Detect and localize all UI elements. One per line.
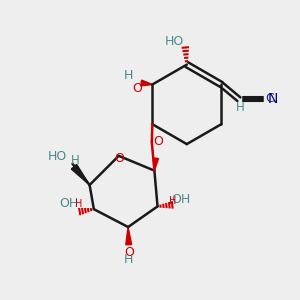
Text: H: H [124,69,134,82]
Text: OH: OH [59,197,79,210]
Text: O: O [124,245,134,259]
Text: N: N [268,92,278,106]
Text: HO: HO [48,150,68,163]
Polygon shape [141,80,152,86]
Polygon shape [71,164,90,185]
Text: H: H [236,101,245,114]
Text: OH: OH [172,193,191,206]
Text: C: C [265,92,274,105]
Text: H: H [70,154,79,167]
Polygon shape [153,158,158,171]
Polygon shape [126,227,132,245]
Text: O: O [114,152,124,165]
Text: H: H [76,199,83,209]
Text: HO: HO [165,34,184,48]
Text: H: H [169,196,176,206]
Text: O: O [132,82,142,95]
Text: O: O [153,135,163,148]
Text: H: H [124,254,134,266]
